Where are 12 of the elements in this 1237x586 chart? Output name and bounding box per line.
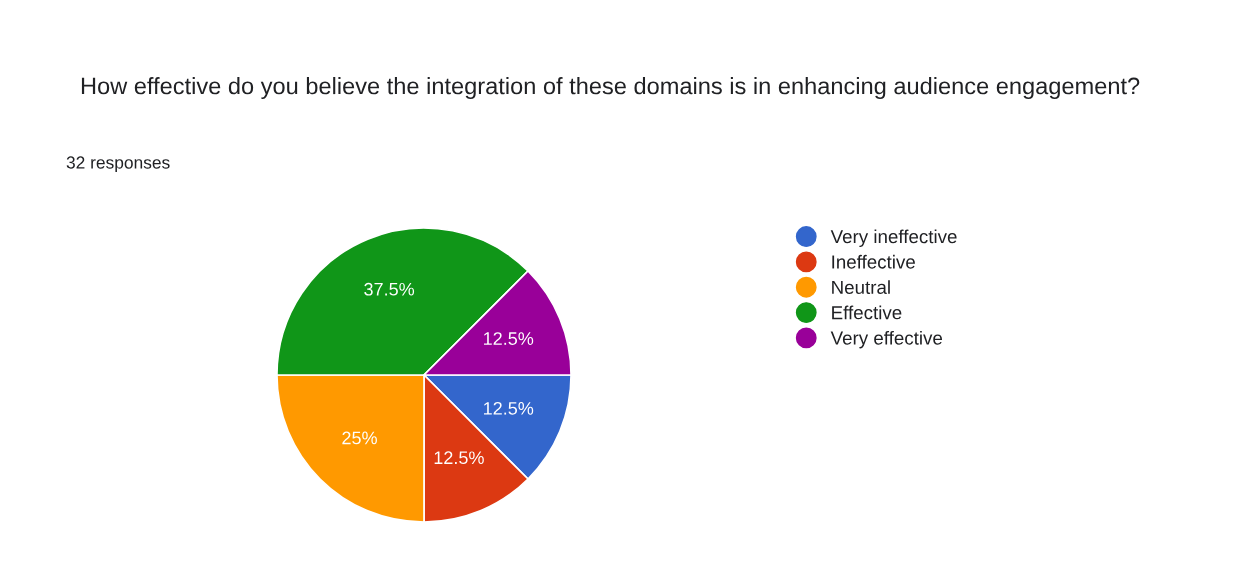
legend-label: Neutral <box>832 280 890 294</box>
data-label: 37.5% <box>364 282 415 296</box>
data-label: 12.5% <box>434 451 484 465</box>
legend-label: Ineffective <box>832 254 915 269</box>
legend-label: Very effective <box>830 330 943 349</box>
data-label: 12.5% <box>484 332 534 345</box>
legend-label: Effective <box>832 305 902 320</box>
data-label: 12.5% <box>484 401 534 415</box>
legend-label: Very ineffective <box>830 229 957 247</box>
text: 32 responses <box>66 156 170 173</box>
chart-title: How effective do you believe the integration of these domains is in enhancing audience engagement? <box>81 77 1140 99</box>
data-label: 25% <box>342 431 377 445</box>
